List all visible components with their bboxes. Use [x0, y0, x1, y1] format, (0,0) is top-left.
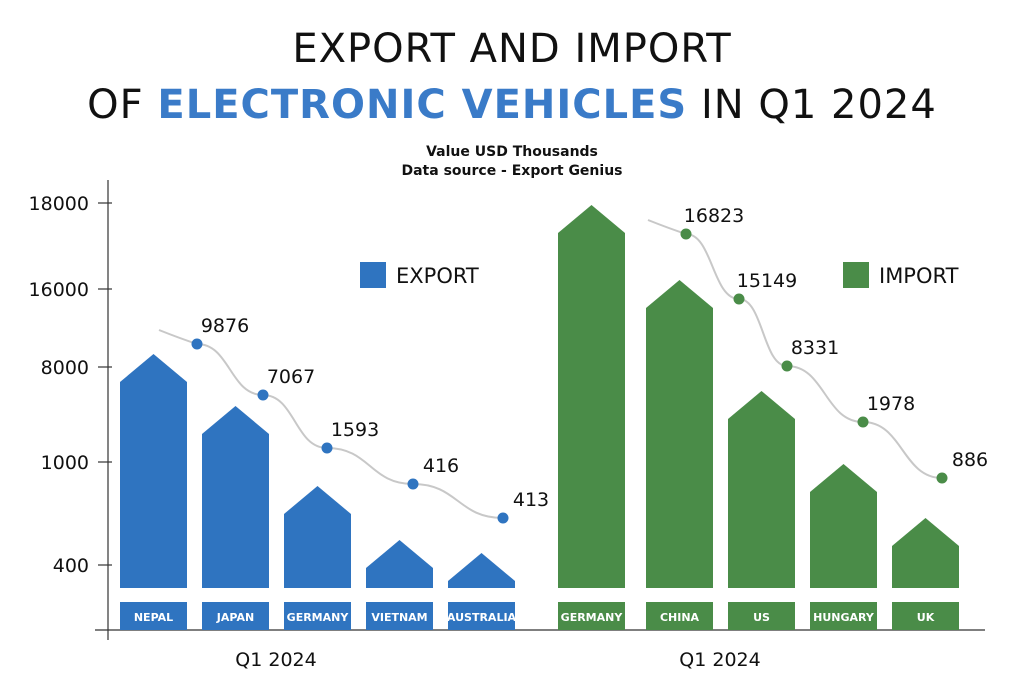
import-category-label: GERMANY: [561, 611, 624, 624]
export-category-label: AUSTRALIA: [447, 611, 517, 624]
y-tick-label: 400: [53, 555, 89, 577]
import-data-label: 15149: [737, 270, 797, 292]
import-data-label: 16823: [684, 205, 744, 227]
export-bar: [448, 553, 515, 588]
import-category-box: [810, 602, 877, 630]
export-data-point: [321, 442, 333, 454]
export-bar: [120, 354, 187, 588]
y-tick-label: 16000: [29, 279, 89, 301]
import-data-point: [857, 416, 869, 428]
export-data-point: [191, 338, 203, 350]
import-legend-swatch: [843, 262, 869, 288]
y-tick-label: 18000: [29, 193, 89, 215]
export-category-box: [120, 602, 187, 630]
title-prefix: OF: [87, 82, 158, 128]
y-tick-label: 8000: [41, 357, 89, 379]
export-category-box: [366, 602, 433, 630]
title-highlight: ELECTRONIC VEHICLES: [157, 82, 688, 128]
y-tick-label: 1000: [41, 452, 89, 474]
import-x-axis-label: Q1 2024: [679, 649, 760, 671]
export-category-label: VIETNAM: [371, 611, 427, 624]
export-legend-swatch: [360, 262, 386, 288]
export-data-point: [497, 512, 509, 524]
subtitle-units: Value USD Thousands: [426, 144, 598, 160]
import-data-label: 1978: [867, 393, 915, 415]
import-category-box: [558, 602, 625, 630]
export-data-label: 1593: [331, 419, 379, 441]
import-data-point: [733, 293, 745, 305]
import-legend-label: IMPORT: [879, 264, 959, 288]
chart-title-line1: EXPORT AND IMPORT: [292, 26, 732, 72]
import-data-label: 886: [952, 449, 988, 471]
chart-title-line2: OF ELECTRONIC VEHICLES IN Q1 2024: [0, 82, 1024, 128]
import-category-box: [646, 602, 713, 630]
export-category-box: [284, 602, 351, 630]
import-category-label: HUNGARY: [813, 611, 875, 624]
title-suffix: IN Q1 2024: [687, 82, 937, 128]
export-data-point: [257, 389, 269, 401]
export-data-label: 413: [513, 489, 549, 511]
import-data-point: [781, 360, 793, 372]
export-category-label: JAPAN: [216, 611, 254, 624]
export-bar: [202, 406, 269, 588]
export-bar: [284, 486, 351, 588]
import-category-label: UK: [917, 611, 935, 624]
import-category-label: US: [753, 611, 770, 624]
export-legend-label: EXPORT: [396, 264, 479, 288]
export-category-label: NEPAL: [134, 611, 173, 624]
export-category-box: [448, 602, 515, 630]
import-bar: [728, 391, 795, 588]
import-data-label: 8331: [791, 337, 839, 359]
import-category-label: CHINA: [660, 611, 700, 624]
export-data-label: 416: [423, 455, 459, 477]
export-x-axis-label: Q1 2024: [235, 649, 316, 671]
import-category-box: [892, 602, 959, 630]
export-category-label: GERMANY: [287, 611, 350, 624]
import-bar: [810, 464, 877, 588]
export-category-box: [202, 602, 269, 630]
import-bar: [892, 518, 959, 588]
subtitle-source: Data source - Export Genius: [401, 163, 623, 179]
import-category-box: [728, 602, 795, 630]
export-data-label: 7067: [267, 366, 315, 388]
import-bar: [558, 205, 625, 588]
export-data-point: [407, 478, 419, 490]
export-bar: [366, 540, 433, 588]
import-data-point: [680, 228, 692, 240]
import-data-point: [936, 472, 948, 484]
import-bar: [646, 280, 713, 588]
export-data-label: 9876: [201, 315, 249, 337]
